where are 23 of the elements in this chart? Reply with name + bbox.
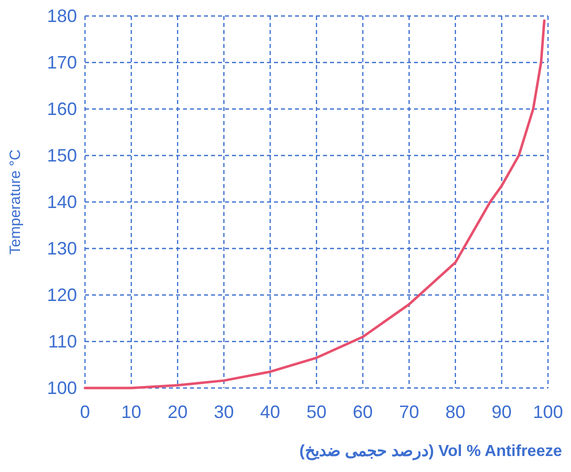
x-tick-label: 90 [492, 402, 512, 422]
y-tick-label: 180 [46, 6, 77, 26]
y-tick-label: 120 [46, 285, 77, 305]
y-axis-title: Temperature °C [7, 149, 24, 255]
y-tick-label: 170 [46, 52, 77, 72]
x-tick-label: 100 [532, 402, 564, 422]
y-tick-label: 160 [46, 99, 77, 119]
x-tick-label: 30 [214, 402, 234, 422]
y-tick-label: 150 [46, 146, 77, 166]
x-tick-label: 80 [445, 402, 466, 422]
y-tick-label: 140 [46, 192, 77, 212]
x-tick-label: 20 [168, 402, 188, 422]
y-tick-label: 100 [46, 378, 77, 398]
x-tick-label: 50 [306, 402, 327, 422]
x-tick-label: 60 [352, 402, 373, 422]
x-tick-label: 40 [260, 402, 280, 422]
y-tick-label: 130 [46, 238, 77, 258]
x-tick-label: 10 [121, 402, 142, 422]
y-tick-label: 110 [48, 332, 77, 352]
x-tick-label: 70 [399, 402, 420, 422]
x-tick-label: 0 [80, 402, 90, 422]
x-axis-title: (درصد حجمی ضدیخ) Vol % Antifreeze [299, 443, 562, 461]
line-series [84, 19, 546, 390]
